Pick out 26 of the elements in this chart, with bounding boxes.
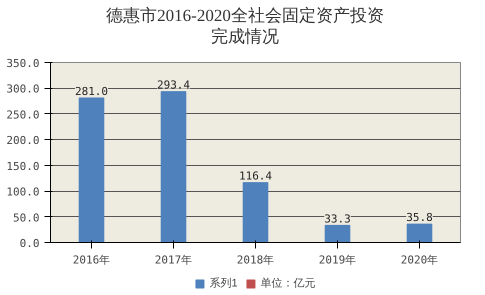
y-tick-label: 350.0	[6, 57, 40, 70]
y-tick-label: 200.0	[6, 134, 40, 148]
y-tick-label: 250.0	[6, 108, 40, 122]
x-tick-label: 2017年	[154, 254, 192, 266]
y-tick-label: 0.0	[20, 237, 40, 250]
y-tick-label: 100.0	[6, 186, 40, 199]
data-label: 35.8	[406, 211, 433, 224]
data-label: 116.4	[238, 170, 272, 183]
x-tick-label: 2018年	[236, 254, 274, 266]
x-tick-label: 2019年	[318, 254, 356, 266]
data-label: 33.3	[324, 212, 351, 226]
data-label: 281.0	[74, 84, 108, 98]
legend-label: 单位：亿元	[260, 276, 316, 290]
bar	[324, 224, 350, 242]
bar	[242, 182, 268, 242]
chart-title: 德惠市2016-2020全社会固定资产投资完成情况	[105, 5, 385, 47]
x-tick-label: 2016年	[72, 254, 110, 266]
x-tick-label: 2020年	[400, 254, 438, 266]
data-label: 293.4	[156, 78, 190, 92]
bar	[406, 224, 432, 242]
y-tick-label: 50.0	[13, 211, 40, 224]
legend-label: 系列1	[209, 276, 238, 290]
bar	[160, 91, 186, 242]
bar	[78, 97, 104, 242]
y-tick-label: 300.0	[6, 82, 40, 96]
y-tick-label: 150.0	[6, 160, 40, 173]
